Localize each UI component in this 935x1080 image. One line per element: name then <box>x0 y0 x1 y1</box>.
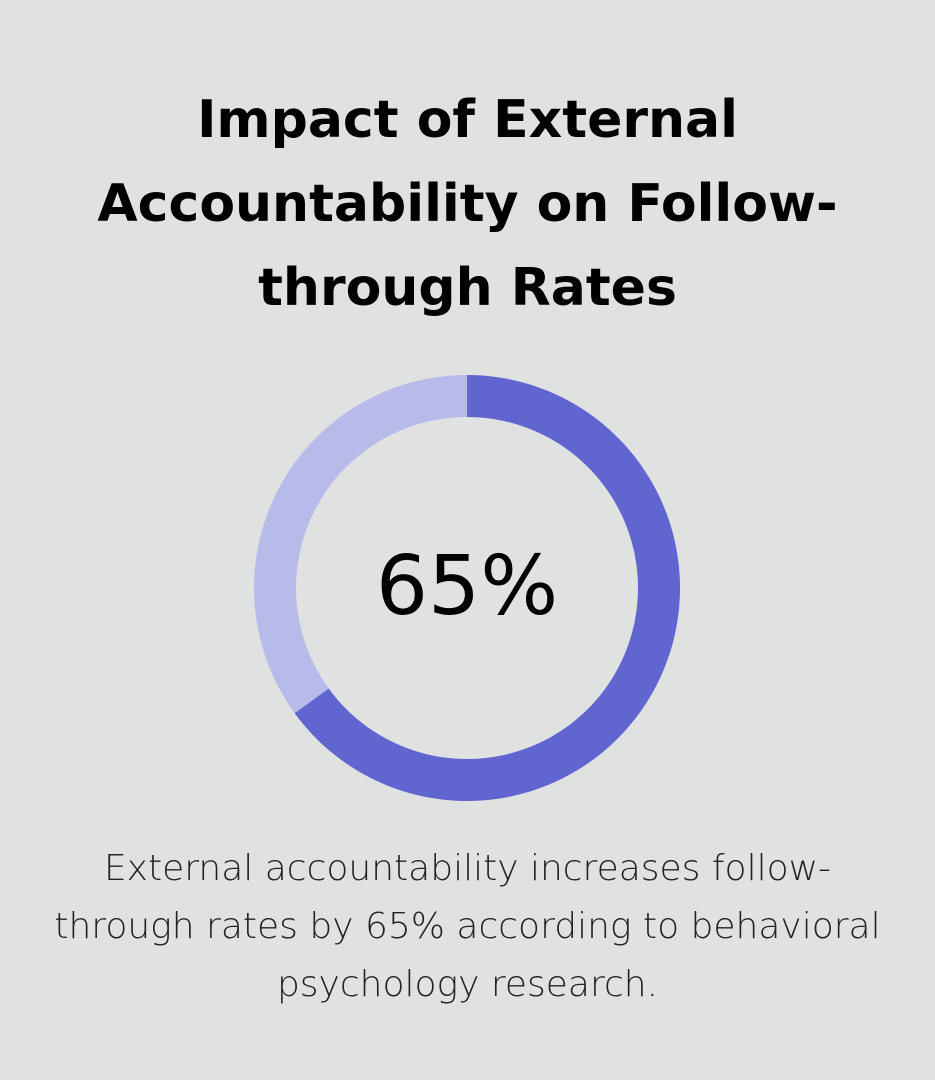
title-line: Impact of External <box>197 90 738 150</box>
description: External accountability increases follow… <box>0 840 935 1014</box>
description-line: External accountability increases follow… <box>103 848 832 889</box>
title-line: Accountability on Follow- <box>97 174 838 234</box>
center-label: 65% <box>376 539 558 634</box>
donut-segment-remainder <box>254 375 467 714</box>
description-line: psychology research. <box>276 964 659 1005</box>
chart-title: Impact of External Accountability on Fol… <box>0 78 935 330</box>
description-line: through rates by 65% according to behavi… <box>54 906 881 947</box>
title-line: through Rates <box>258 258 677 318</box>
